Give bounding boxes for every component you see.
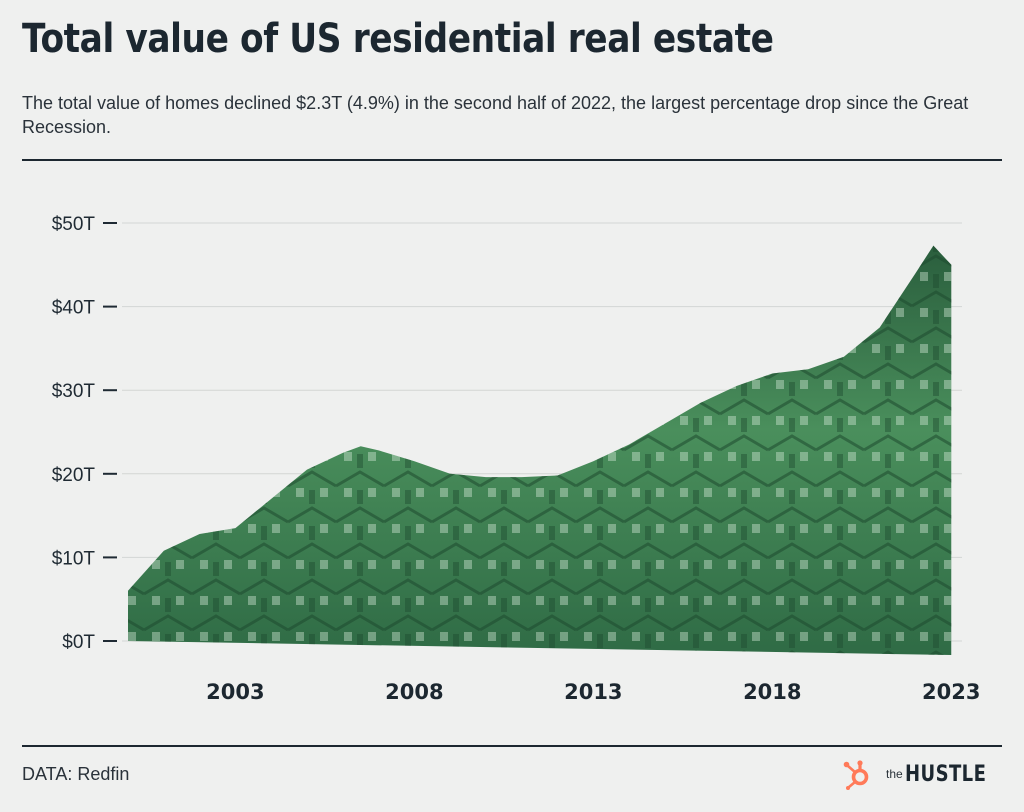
y-tick-label: $40T (52, 298, 96, 319)
x-tick-label: 2003 (206, 680, 264, 704)
top-divider (22, 159, 1002, 161)
y-tick-label: $0T (62, 632, 95, 653)
bottom-divider (22, 745, 1002, 747)
x-tick-label: 2013 (564, 680, 622, 704)
y-axis: $0T $10T $20T $30T $40T $50T (52, 214, 117, 653)
hustle-logo: the HUSTLE (840, 756, 1004, 792)
x-tick-label: 2023 (922, 680, 980, 704)
page-subtitle: The total value of homes declined $2.3T … (22, 93, 969, 137)
y-tick-label: $10T (52, 548, 96, 569)
y-tick-label: $20T (52, 465, 96, 486)
x-tick-label: 2008 (385, 680, 443, 704)
x-axis: 2003 2008 2013 2018 2023 (206, 680, 980, 704)
area-series (128, 245, 952, 655)
y-tick-label: $50T (52, 214, 96, 235)
x-tick-label: 2018 (743, 680, 801, 704)
logo-prefix: the (886, 767, 903, 781)
logo-wordmark: HUSTLE (904, 761, 987, 787)
page-title: Total value of US residential real estat… (22, 16, 774, 62)
area-house-texture (128, 245, 952, 655)
y-tick-label: $30T (52, 381, 96, 402)
data-source: DATA: Redfin (22, 764, 130, 784)
hubspot-sprocket-icon (843, 760, 869, 790)
